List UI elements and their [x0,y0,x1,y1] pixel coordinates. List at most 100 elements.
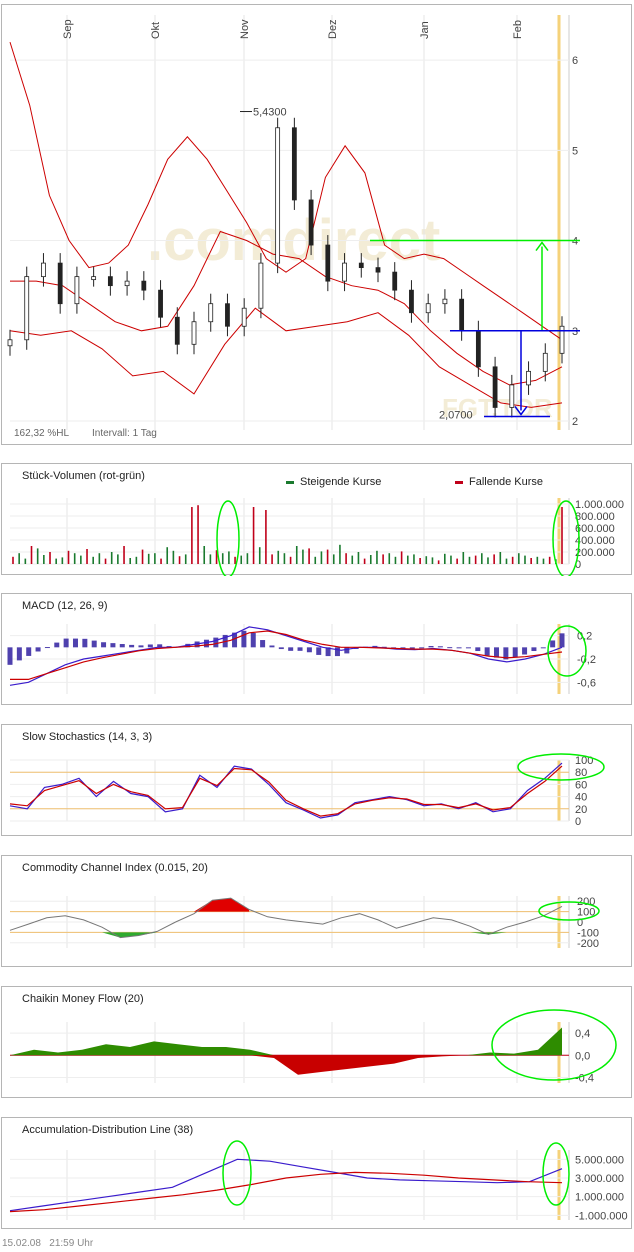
volume-bar [104,558,107,564]
cci-title: Commodity Channel Index (0.015, 20) [22,862,208,874]
highlight-ellipse-volume-feb [552,500,580,576]
cci-tick-label: -100 [577,927,599,939]
candle-body [107,276,113,287]
volume-bar [49,552,51,564]
volume-bar [24,558,27,564]
macd-hist-bar [550,640,556,648]
volume-bar [18,553,20,564]
macd-hist-bar [110,643,116,648]
macd-hist-bar [316,647,322,655]
volume-bar [12,556,14,564]
high-label: 5,4300 [253,107,287,119]
volume-bar [474,555,477,564]
volume-bar [295,546,298,564]
candle-body [442,298,448,305]
highlight-ellipse-volume-nov [216,500,240,576]
macd-hist-bar [82,638,88,648]
volume-bar [55,558,57,564]
x-axis-label: Sep [62,19,74,39]
ad-chart[interactable]: 5.000.000 3.000.000 1.000.000 -1.000.000 [2,1118,633,1230]
volume-bar [320,551,323,564]
volume-title: Stück-Volumen (rot-grün) [22,470,145,482]
highlight-ellipse-cci [538,901,600,921]
price-tick-label: 6 [572,55,578,67]
bollinger-lower [9,307,563,408]
volume-bar [518,553,520,564]
macd-hist-bar [16,647,22,661]
candle-body [325,244,331,282]
price-tick-label: 4 [572,236,578,248]
legend-down: Fallende Kurse [455,476,543,488]
macd-hist-bar [157,644,163,648]
macd-hist-bar [138,645,144,648]
volume-bar [369,555,372,564]
highlight-ellipse-ad-nov [222,1140,252,1206]
macd-hist-bar [278,647,284,650]
macd-hist-bar [344,647,350,654]
candle-body [542,352,548,372]
macd-panel: MACD (12, 26, 9) 0,2 -0,2 -0,6 [1,593,632,705]
volume-bar [406,555,409,564]
volume-tick-label: 0 [575,559,581,571]
volume-bar [443,553,446,564]
ad-title: Accumulation-Distribution Line (38) [22,1124,194,1136]
candle-body [526,370,531,386]
volume-tick-label: 800.000 [575,511,615,523]
macd-hist-bar [512,647,518,658]
candle-body [375,267,381,273]
volume-bar [258,547,261,564]
macd-hist-bar [35,647,41,652]
volume-bar [437,560,440,564]
macd-hist-bar [484,647,490,656]
highlight-ellipse-macd [547,625,587,677]
macd-hist-bar [54,642,60,648]
bollinger-middle [10,230,563,386]
volume-bar [209,554,212,564]
macd-chart[interactable]: 0,2-0,2-0,6 [2,594,633,706]
stoch-tick-label: 40 [575,792,587,804]
volume-bar [43,555,45,564]
candle-body [275,127,281,264]
cci-oversold-fill [102,932,158,938]
macd-hist-bar [409,647,415,650]
stoch-tick-label: 100 [575,755,593,767]
macd-hist-bar [325,647,331,657]
candle-body [392,271,398,291]
highlight-ellipse-cmf [491,1009,617,1081]
stoch-tick-label: 20 [575,804,587,816]
volume-bar [394,556,397,564]
volume-bar [36,548,39,564]
volume-bar [228,551,230,564]
macd-hist-bar [203,639,209,648]
chaikin-chart[interactable]: 0,4 0,0 -0,4 [2,987,633,1099]
legend-up-swatch [286,480,294,484]
volume-bar [425,556,428,564]
ad-ma-line [9,1171,563,1213]
volume-bar [561,507,563,564]
volume-bar [203,546,206,564]
candle-body [41,262,46,278]
volume-bar [388,553,391,564]
macd-hist-bar [381,646,387,648]
range-label: 162,32 %HL [14,428,69,439]
candle-body [174,316,180,345]
stoch-tick-label: 0 [575,816,581,828]
footer-timestamp: 15.02.08 21:59 Uhr [2,1238,93,1249]
candle-body [141,280,147,291]
legend-up: Steigende Kurse [286,476,381,488]
volume-bar [80,555,82,564]
x-axis-label: Dez [327,19,339,39]
volume-bar [462,552,465,564]
macd-hist-bar [428,645,434,648]
volume-bar [345,553,347,564]
volume-bar [147,553,150,564]
volume-bar [117,554,119,564]
x-axis-label: Nov [239,19,251,39]
candle-body [24,276,30,341]
volume-bar [234,556,236,564]
volume-bar [487,557,489,564]
